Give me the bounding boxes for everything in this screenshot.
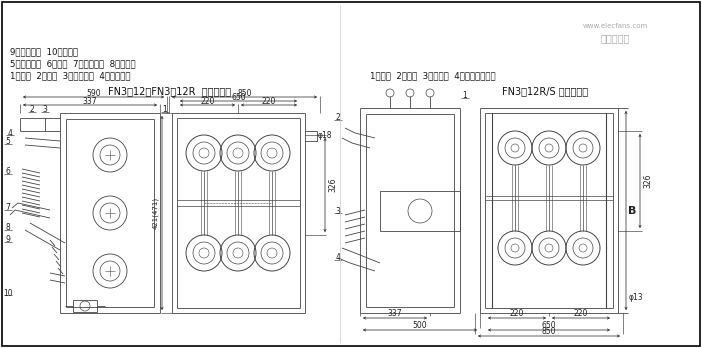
Bar [380, 191, 460, 231]
Text: 电子发烧友: 电子发烧友 [600, 33, 630, 43]
Text: 7: 7 [6, 204, 11, 213]
Text: FN3－12、FN3－12R  型负荷开关: FN3－12、FN3－12R 型负荷开关 [108, 86, 232, 96]
Text: 220: 220 [574, 309, 588, 318]
Text: 326: 326 [644, 174, 652, 188]
Text: φ18: φ18 [318, 132, 332, 141]
Text: 1: 1 [463, 92, 468, 101]
Text: 1、插座  2、框架  3、熔断器  4、负荷开关本体: 1、插座 2、框架 3、熔断器 4、负荷开关本体 [370, 71, 496, 80]
Text: 850: 850 [237, 88, 252, 97]
Text: 2: 2 [336, 113, 340, 122]
Text: 337: 337 [83, 96, 98, 105]
Text: 220: 220 [510, 309, 524, 318]
Text: 1、拐臂  2、框架  3、上绝缘子  4、主静触头: 1、拐臂 2、框架 3、上绝缘子 4、主静触头 [10, 71, 131, 80]
Text: 590: 590 [86, 88, 101, 97]
Text: 3: 3 [336, 206, 340, 215]
Text: 10: 10 [4, 288, 13, 298]
Text: 850: 850 [542, 327, 556, 337]
Text: 3: 3 [43, 105, 48, 114]
Text: 4: 4 [8, 128, 13, 137]
Text: 9: 9 [6, 236, 11, 245]
Text: 6: 6 [6, 167, 11, 176]
Text: www.elecfans.com: www.elecfans.com [583, 23, 648, 29]
Text: 5、弧动触头  6、闸刀  7、绝缘拉杆  8、下触座: 5、弧动触头 6、闸刀 7、绝缘拉杆 8、下触座 [10, 60, 135, 69]
Text: 4: 4 [336, 253, 340, 262]
Text: 326: 326 [329, 178, 338, 192]
Text: 220: 220 [262, 96, 276, 105]
Text: 8: 8 [6, 223, 11, 232]
Text: 650: 650 [231, 93, 246, 102]
Text: 2: 2 [29, 105, 34, 114]
Text: FN3－12R/S 型负荷开关: FN3－12R/S 型负荷开关 [502, 86, 588, 96]
Text: 650: 650 [542, 322, 556, 331]
Text: 500: 500 [413, 322, 428, 331]
Text: 1: 1 [163, 105, 167, 114]
Text: φ13: φ13 [629, 293, 643, 302]
Text: 337: 337 [388, 309, 402, 318]
Text: 421(471): 421(471) [152, 197, 158, 229]
Bar [73, 300, 97, 312]
Text: B: B [628, 206, 636, 215]
Text: 9、下绝缘子  10、熔断器: 9、下绝缘子 10、熔断器 [10, 47, 78, 56]
Text: 220: 220 [200, 96, 215, 105]
Text: 5: 5 [6, 137, 11, 147]
